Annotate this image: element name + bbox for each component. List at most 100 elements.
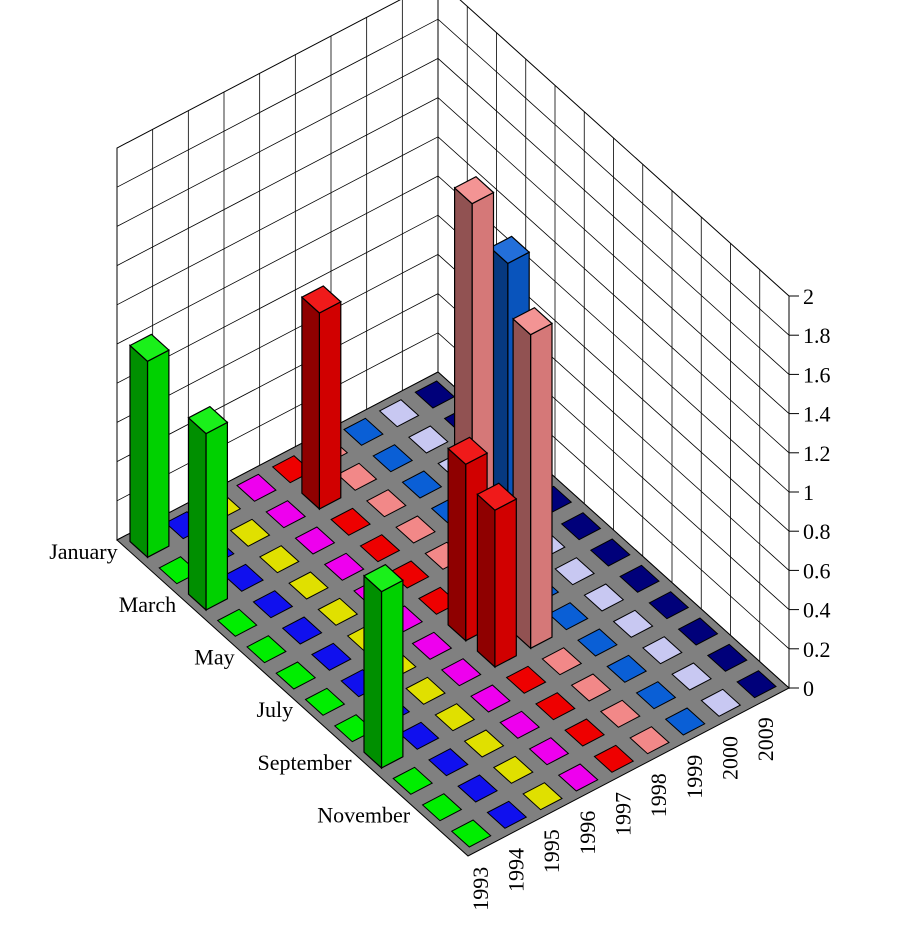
bar-1997-August xyxy=(476,482,518,669)
bar-top-face xyxy=(476,482,518,511)
tile-1997-October xyxy=(535,692,576,721)
tile-1996-April xyxy=(323,552,365,581)
tile-1994-December xyxy=(486,800,528,829)
z-tick-label: 2 xyxy=(803,284,814,309)
z-tick-label: 1.4 xyxy=(803,402,831,427)
tile-1993-October xyxy=(392,766,434,795)
tile-1994-April xyxy=(252,590,294,619)
year-tick-label: 1997 xyxy=(611,792,636,836)
tile-1999-September xyxy=(577,628,618,657)
tile-1996-November xyxy=(528,737,570,766)
axes: 0 0.2 0.4 0.6 0.8 1 1.2 1.4 1.6 1.8 2 January March M… xyxy=(49,284,830,911)
bar-top-face xyxy=(447,436,489,466)
tile-1999-October xyxy=(606,654,648,683)
tile-1999-January xyxy=(343,417,384,446)
month-tick-label: March xyxy=(119,592,176,617)
tile-2000-November xyxy=(671,662,712,691)
bar-1998-August xyxy=(512,306,554,650)
tile-1997-March xyxy=(330,507,371,536)
year-tick-label: 1999 xyxy=(682,755,707,799)
tile-1998-October xyxy=(570,673,612,702)
tile-1996-August xyxy=(440,658,482,687)
tile-2009-June xyxy=(560,512,602,541)
tile-1995-August xyxy=(405,676,446,705)
bar-1993-March xyxy=(187,405,229,612)
tile-1999-November xyxy=(635,681,677,710)
tile-1993-November xyxy=(421,793,463,822)
tile-1994-November xyxy=(457,774,498,803)
z-tick-label: 1.2 xyxy=(803,441,831,466)
tile-1998-November xyxy=(599,699,641,728)
year-tick-label: 2009 xyxy=(753,717,778,761)
bar-front-face xyxy=(318,300,342,510)
tile-1993-July xyxy=(304,687,346,716)
z-tick-label: 1.6 xyxy=(803,362,831,387)
bar-front-face xyxy=(380,579,404,769)
tile-1999-March xyxy=(401,470,443,499)
tile-2009-October xyxy=(677,617,719,646)
bar-side-face xyxy=(301,295,320,511)
year-tick-label: 1993 xyxy=(468,867,493,911)
bar-side-face xyxy=(129,344,149,559)
tile-2009-September xyxy=(648,591,690,620)
tile-1995-April xyxy=(288,571,329,600)
year-tick-label: 2000 xyxy=(718,736,743,780)
tile-1994-October xyxy=(428,748,469,777)
tile-1993-May xyxy=(246,635,287,664)
bar-top-face xyxy=(362,563,404,593)
tile-2000-August xyxy=(583,583,625,612)
tile-2009-November xyxy=(706,643,748,672)
tile-1997-September xyxy=(505,665,547,694)
bar-1993-September xyxy=(362,563,404,770)
tile-2009-December xyxy=(736,670,777,699)
bar-top-face xyxy=(453,175,495,205)
bar-front-face xyxy=(205,421,228,611)
tile-1995-November xyxy=(492,755,534,784)
tile-1994-September xyxy=(398,721,440,750)
tile-1996-December xyxy=(557,763,599,792)
bar-front-face xyxy=(529,322,553,650)
tile-1995-September xyxy=(434,703,476,732)
tile-1995-March xyxy=(258,545,300,574)
tile-1993-December xyxy=(450,819,492,848)
tile-2009-August xyxy=(619,564,660,593)
tile-1996-January xyxy=(236,473,277,502)
back-walls xyxy=(116,0,790,690)
tile-1996-March xyxy=(294,526,336,555)
bar-1993-January xyxy=(128,333,170,559)
tile-1998-February xyxy=(336,462,378,491)
z-tick-label: 1.8 xyxy=(803,323,831,348)
tile-1997-December xyxy=(593,744,635,773)
tile-1995-May xyxy=(317,597,359,626)
month-tick-label: May xyxy=(194,645,234,670)
month-tick-label: September xyxy=(258,750,353,775)
bar-1997-February xyxy=(300,285,342,511)
month-tick-label: January xyxy=(49,539,117,564)
tile-1996-October xyxy=(499,710,541,739)
tile-1994-May xyxy=(281,616,323,645)
year-tick-label: 1994 xyxy=(504,848,529,892)
tile-2009-July xyxy=(589,538,631,567)
tile-2000-January xyxy=(378,399,420,428)
bar-top-face xyxy=(300,285,342,314)
tile-1998-September xyxy=(541,647,583,676)
bar-top-face xyxy=(489,235,531,265)
tile-1998-December xyxy=(629,726,670,755)
tile-2000-February xyxy=(408,425,449,454)
tile-1994-March xyxy=(223,563,264,592)
z-tick-label: 0.2 xyxy=(803,637,831,662)
bar-side-face xyxy=(187,416,207,612)
bar-top-face xyxy=(128,333,170,363)
year-tick-label: 1995 xyxy=(539,829,564,873)
tile-2000-December xyxy=(700,688,742,717)
data-bars xyxy=(128,175,554,770)
year-tick-label: 1998 xyxy=(646,773,671,817)
bar-side-face xyxy=(447,447,467,643)
tile-1993-June xyxy=(275,661,317,690)
tile-1996-July xyxy=(411,631,453,660)
tile-1994-June xyxy=(311,642,352,671)
tile-1995-October xyxy=(463,729,505,758)
tile-1998-March xyxy=(365,489,407,518)
tile-1995-February xyxy=(229,518,271,547)
tile-1996-February xyxy=(265,500,307,529)
